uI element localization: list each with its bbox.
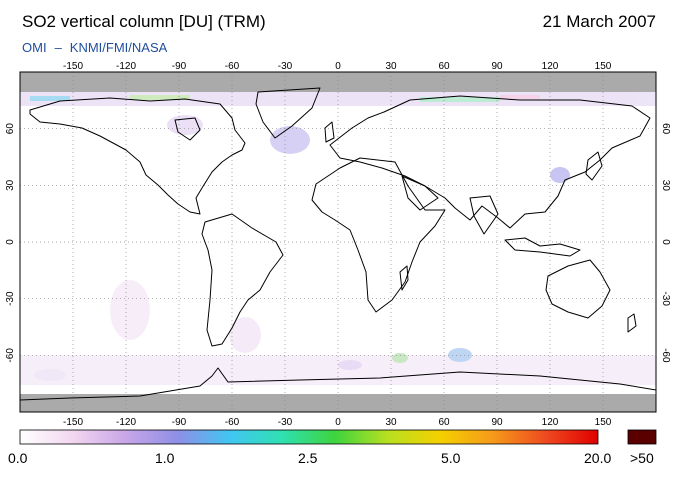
lon-tick-label: 120 bbox=[542, 417, 559, 428]
credit-line: OMI – KNMI/FMI/NASA bbox=[22, 40, 167, 55]
lon-tick-label: 150 bbox=[595, 417, 612, 428]
colorbar-overflow-swatch bbox=[627, 429, 657, 445]
no-data-band-south bbox=[20, 394, 656, 412]
lon-tick-label: 60 bbox=[438, 417, 450, 428]
credit-instrument: OMI bbox=[22, 40, 47, 55]
lon-tick-label: -60 bbox=[225, 61, 240, 72]
lat-tick-label: -30 bbox=[5, 291, 16, 306]
lon-tick-label: 150 bbox=[595, 61, 612, 72]
coastlines bbox=[20, 87, 656, 401]
coast-new-zealand bbox=[627, 313, 637, 333]
lon-tick-label: -30 bbox=[278, 417, 293, 428]
lat-labels-right: 60 30 0 -30 -60 bbox=[660, 123, 671, 363]
lat-tick-label: 0 bbox=[660, 239, 671, 245]
lon-tick-label: -90 bbox=[172, 61, 187, 72]
lon-tick-label: 30 bbox=[385, 61, 397, 72]
coast-south-america bbox=[201, 213, 284, 347]
lon-tick-label: -120 bbox=[116, 61, 136, 72]
lat-tick-label: -60 bbox=[660, 348, 671, 363]
credit-dash: – bbox=[54, 40, 62, 55]
colorbar-label-1: 1.0 bbox=[155, 450, 175, 466]
lon-tick-label: -60 bbox=[225, 417, 240, 428]
lat-tick-label: 30 bbox=[5, 179, 16, 191]
map-date: 21 March 2007 bbox=[542, 12, 656, 31]
colorbar-label-2: 2.5 bbox=[298, 450, 318, 466]
coast-greenland bbox=[255, 87, 321, 139]
lat-tick-label: -60 bbox=[5, 348, 16, 363]
lon-tick-label: 60 bbox=[438, 61, 450, 72]
lon-tick-label: 30 bbox=[385, 417, 397, 428]
coast-madagascar bbox=[399, 265, 409, 291]
graticule bbox=[20, 72, 656, 412]
lon-tick-label: 90 bbox=[491, 61, 503, 72]
lon-tick-label: -150 bbox=[63, 61, 83, 72]
lon-tick-label: 0 bbox=[335, 417, 341, 428]
coast-british-isles bbox=[324, 121, 335, 143]
coast-africa bbox=[311, 157, 446, 313]
lat-tick-label: 60 bbox=[5, 123, 16, 135]
colorbar-label-0: 0.0 bbox=[8, 450, 28, 466]
lon-labels-top: -150 -120 -90 -60 -30 0 30 60 90 120 150 bbox=[63, 61, 612, 72]
colorbar bbox=[19, 429, 599, 445]
credit-institutions: KNMI/FMI/NASA bbox=[69, 40, 168, 55]
coast-antarctica bbox=[20, 367, 656, 401]
map-frame bbox=[19, 71, 657, 413]
lon-tick-label: 90 bbox=[491, 417, 503, 428]
lon-tick-label: -150 bbox=[63, 417, 83, 428]
coast-hudson-bay bbox=[174, 117, 201, 141]
lon-tick-label: 120 bbox=[542, 61, 559, 72]
map-title: SO2 vertical column [DU] (TRM) bbox=[22, 12, 266, 31]
coast-indonesia bbox=[504, 237, 581, 257]
coast-india bbox=[469, 195, 499, 235]
lon-labels-bottom: -150 -120 -90 -60 -30 0 30 60 90 120 150 bbox=[63, 417, 612, 428]
lat-tick-label: -30 bbox=[660, 291, 671, 306]
coast-japan bbox=[585, 151, 603, 181]
coast-north-america bbox=[29, 97, 246, 215]
colorbar-overflow-label: >50 bbox=[630, 450, 654, 466]
lon-tick-label: -30 bbox=[278, 61, 293, 72]
lat-tick-label: 30 bbox=[660, 180, 671, 192]
colorbar-label-4: 20.0 bbox=[584, 450, 612, 466]
lon-tick-label: -120 bbox=[116, 417, 136, 428]
lat-labels-left: 60 30 0 -30 -60 bbox=[5, 123, 16, 363]
coast-australia bbox=[545, 259, 611, 319]
lon-tick-label: 0 bbox=[335, 61, 341, 72]
coast-arabia bbox=[401, 175, 439, 211]
lat-tick-label: 0 bbox=[5, 239, 16, 245]
colorbar-label-3: 5.0 bbox=[441, 450, 461, 466]
lon-tick-label: -90 bbox=[172, 417, 187, 428]
lat-tick-label: 60 bbox=[660, 123, 671, 135]
